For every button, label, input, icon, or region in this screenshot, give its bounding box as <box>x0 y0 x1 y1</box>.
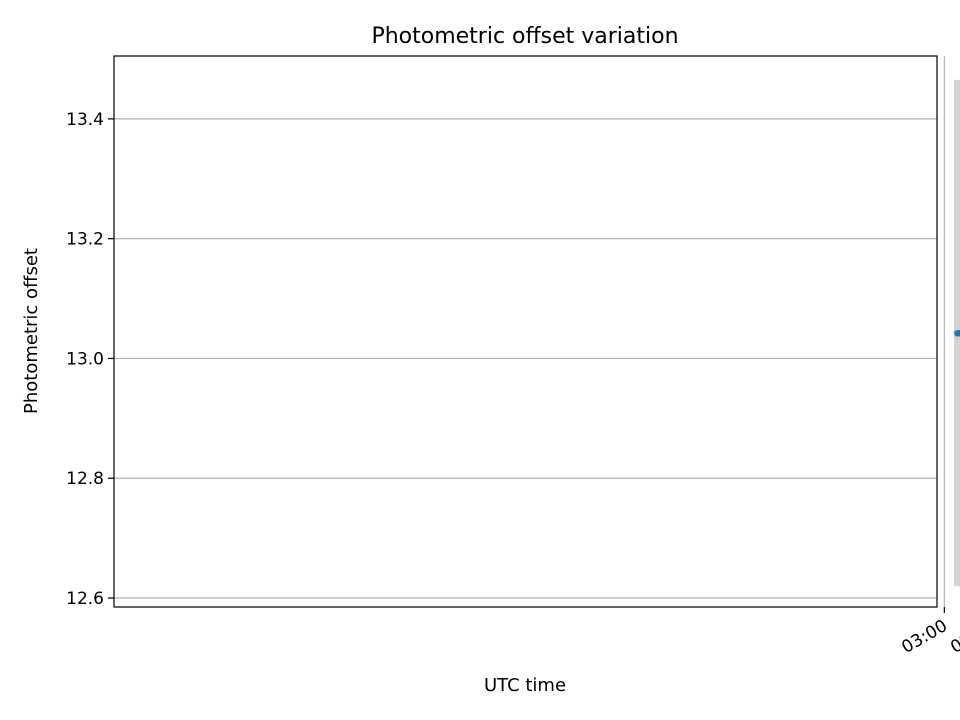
y-axis-label: Photometric offset <box>21 248 42 414</box>
chart-title: Photometric offset variation <box>371 24 678 49</box>
plot-area-frame <box>113 55 938 608</box>
y-tick-label: 13.2 <box>66 230 104 250</box>
y-tick-label: 13.0 <box>66 349 104 369</box>
y-tick-label: 12.8 <box>66 469 104 489</box>
y-tick-label: 13.4 <box>66 110 104 130</box>
data-point <box>954 330 960 337</box>
grid-lines <box>114 56 945 607</box>
y-axis-ticks: 12.6 12.8 13.0 13.2 13.4 <box>66 110 114 609</box>
y-tick-label: 12.6 <box>66 589 104 609</box>
x-axis-label: UTC time <box>484 675 566 696</box>
